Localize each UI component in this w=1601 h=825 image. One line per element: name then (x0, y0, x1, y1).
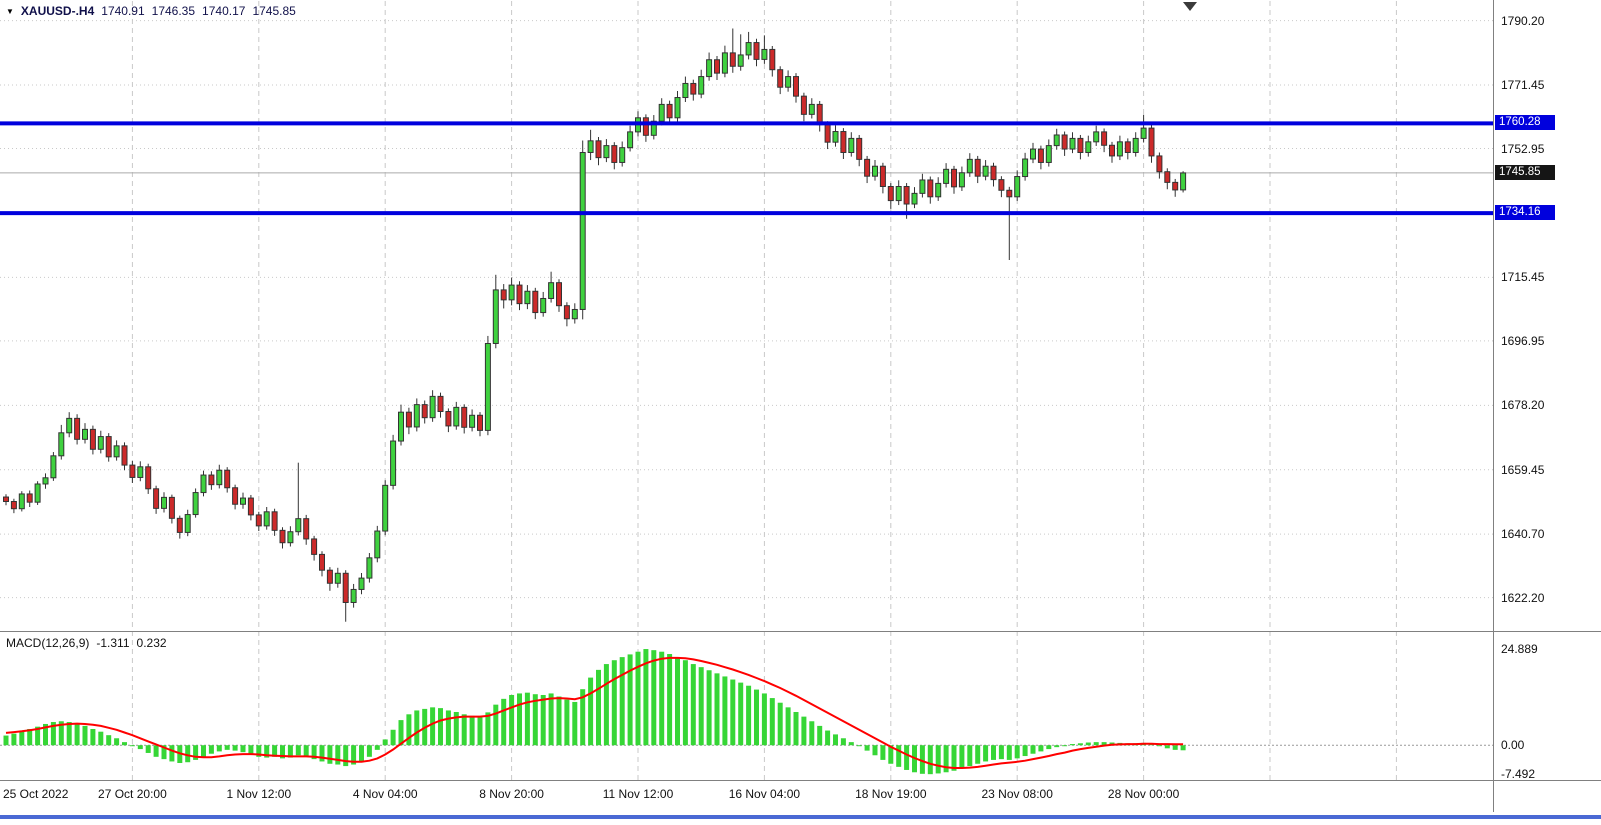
price-tick-label: 1659.45 (1501, 462, 1545, 477)
price-tick-label: 1678.20 (1501, 398, 1545, 413)
ohlc-readout: ▼ XAUUSD-.H4 1740.91 1746.35 1740.17 174… (6, 4, 296, 18)
window-bottom-border (0, 815, 1601, 819)
time-tick-label: 11 Nov 12:00 (602, 787, 674, 801)
low-value: 1740.17 (202, 4, 246, 18)
time-tick-label: 8 Nov 20:00 (479, 787, 544, 801)
time-tick-label: 4 Nov 04:00 (352, 787, 418, 801)
macd-name: MACD(12,26,9) (6, 636, 90, 650)
symbol-period-label: XAUUSD-.H4 (20, 4, 95, 18)
macd-tick-label: 0.00 (1501, 738, 1525, 753)
macd-signal-value: 0.232 (136, 636, 167, 650)
symbol-dropdown-icon[interactable]: ▼ (6, 6, 14, 16)
price-tick-label: 1771.45 (1501, 77, 1545, 92)
open-value: 1740.91 (101, 4, 145, 18)
price-tick-label: 1790.20 (1501, 13, 1545, 28)
price-tick-label: 1640.70 (1501, 527, 1545, 542)
price-tick-label: 1622.20 (1501, 590, 1545, 605)
price-tick-label: 1696.95 (1501, 333, 1545, 348)
time-tick-label: 16 Nov 04:00 (728, 787, 801, 801)
time-tick-label: 23 Nov 08:00 (981, 787, 1053, 801)
current-price-tag: 1745.85 (1495, 164, 1555, 180)
close-value: 1745.85 (252, 4, 296, 18)
price-tick-label: 1715.45 (1501, 270, 1545, 285)
high-value: 1746.35 (151, 4, 196, 18)
chart-shift-marker-icon[interactable] (1183, 2, 1197, 11)
support-price-tag: 1734.16 (1495, 205, 1555, 221)
time-tick-label: 28 Nov 00:00 (1107, 787, 1180, 801)
macd-main-value: -1.311 (96, 636, 130, 650)
time-tick-label: 18 Nov 19:00 (855, 787, 927, 801)
macd-indicator-label: MACD(12,26,9) -1.311 0.232 (6, 636, 167, 650)
price-axis[interactable]: 1790.20 1771.45 1752.95 1715.45 1696.95 1678.… (1497, 0, 1600, 812)
macd-tick-label: 24.889 (1501, 642, 1538, 657)
time-tick-label: 25 Oct 2022 (3, 787, 69, 801)
time-axis[interactable]: 25 Oct 2022 27 Oct 20:00 1 Nov 12:00 4 Nov … (0, 781, 1494, 811)
time-tick-label: 27 Oct 20:00 (98, 787, 167, 801)
resistance-price-tag: 1760.28 (1495, 115, 1555, 131)
time-tick-label: 1 Nov 12:00 (226, 787, 292, 801)
macd-tick-label: -7.492 (1501, 767, 1536, 782)
price-tick-label: 1752.95 (1501, 141, 1545, 156)
